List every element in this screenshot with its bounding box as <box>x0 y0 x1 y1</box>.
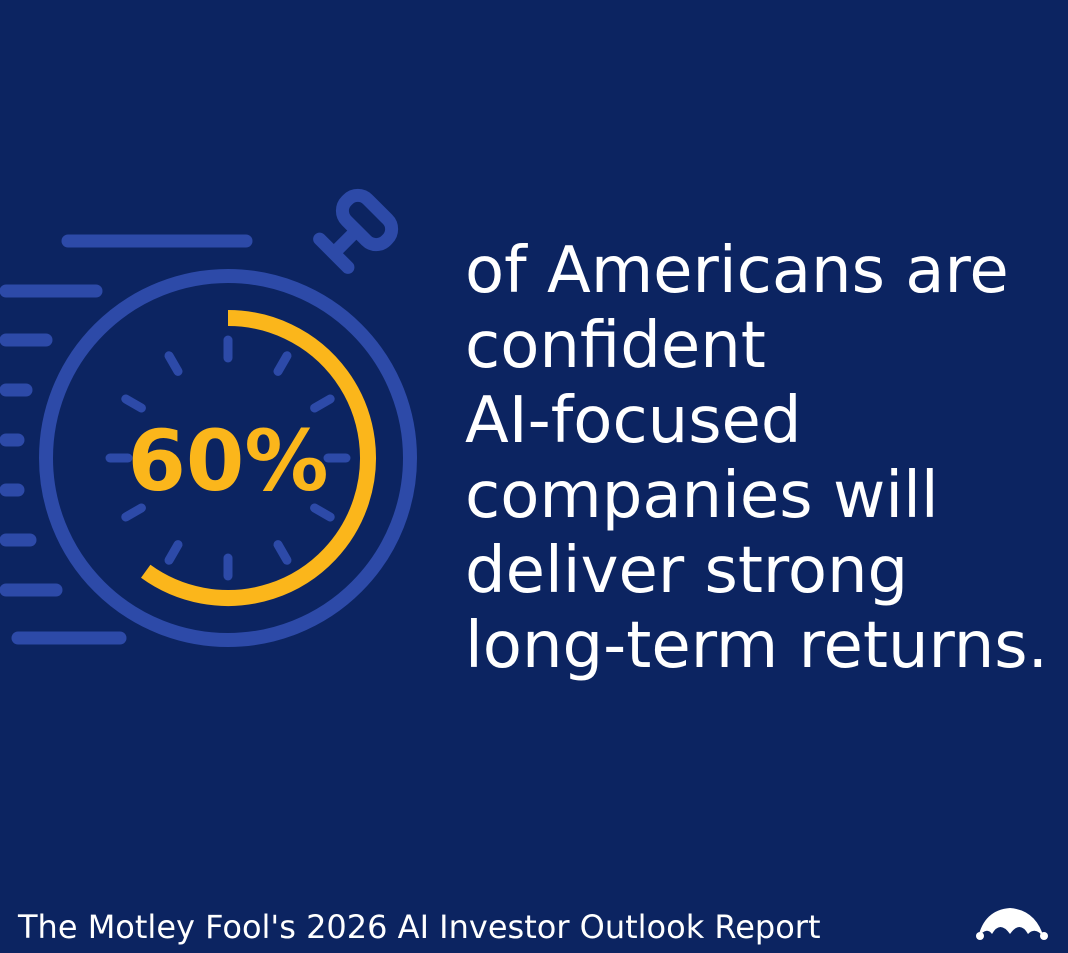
statement: of Americans areconfidentAI-focusedcompa… <box>465 234 1048 683</box>
dial-tick <box>310 394 335 413</box>
progress-arc <box>141 310 376 606</box>
dial-tick <box>121 394 146 413</box>
statement-line: long-term returns. <box>465 609 1048 683</box>
dial-tick <box>121 503 146 522</box>
dial-tick <box>273 351 292 376</box>
stopwatch-knob <box>313 188 399 274</box>
statement-line: of Americans are <box>465 234 1009 308</box>
statement-line: companies will <box>465 459 939 533</box>
stat-label: 60% <box>127 412 328 510</box>
stopwatch-ring <box>39 269 417 647</box>
dial-tick <box>273 540 292 565</box>
statement-line: deliver strong <box>465 534 908 608</box>
statement-line: confident <box>465 309 766 383</box>
speed-lines <box>0 234 253 645</box>
statement-line: AI-focused <box>465 384 802 458</box>
dial-ticks <box>105 335 351 581</box>
dial-tick <box>164 351 183 376</box>
dial-tick <box>164 540 183 565</box>
footer-source: The Motley Fool's 2026 AI Investor Outlo… <box>17 908 820 946</box>
logo <box>976 908 1048 940</box>
dial-tick <box>310 503 335 522</box>
